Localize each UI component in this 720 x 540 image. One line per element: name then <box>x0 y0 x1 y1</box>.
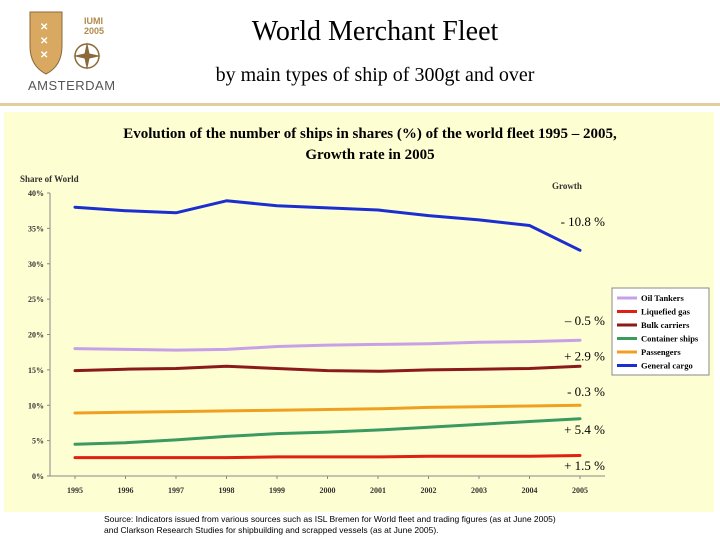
growth-label-passengers: - 0.3 % <box>567 384 605 399</box>
header-divider <box>0 103 720 106</box>
legend-label-bulk-carriers: Bulk carriers <box>641 320 690 330</box>
y-axis-label: Share of World <box>20 174 79 184</box>
x-tick-label: 2005 <box>572 486 588 495</box>
x-tick-label: 1995 <box>67 486 83 495</box>
legend-label-general-cargo: General cargo <box>641 361 693 371</box>
legend-box <box>611 287 710 376</box>
chart-panel <box>4 112 714 512</box>
iumi-logo: ✕ ✕ ✕ <box>29 11 101 75</box>
y-tick-label: 20% <box>28 331 44 340</box>
y-tick-label: 0% <box>32 472 44 481</box>
x-tick-label: 1996 <box>118 486 134 495</box>
svg-text:✕: ✕ <box>40 22 48 33</box>
growth-header: Growth <box>552 181 582 191</box>
y-tick-label: 25% <box>28 295 44 304</box>
series-line-oil-tankers <box>73 338 582 352</box>
chart-title-line2: Growth rate in 2005 <box>305 147 435 163</box>
legend-label-passengers: Passengers <box>641 347 681 357</box>
series-line-general-cargo <box>73 199 582 252</box>
x-tick-label: 1997 <box>168 486 184 495</box>
y-tick-label: 15% <box>28 366 44 375</box>
y-tick-label: 5% <box>32 437 44 446</box>
series-line-liquefied-gas <box>73 454 582 460</box>
logo-city: AMSTERDAM <box>28 78 116 93</box>
svg-text:✕: ✕ <box>40 50 48 61</box>
y-tick-label: 10% <box>28 401 44 410</box>
source-line2: and Clarkson Research Studies for shipbu… <box>104 525 439 535</box>
y-tick-label: 30% <box>28 260 44 269</box>
page-title: World Merchant Fleet <box>251 16 499 47</box>
legend-label-container-ships: Container ships <box>641 334 699 344</box>
chart-title-line1: Evolution of the number of ships in shar… <box>123 126 617 142</box>
x-tick-label: 1999 <box>269 486 285 495</box>
series-line-container-ships <box>73 417 582 446</box>
growth-label-liquefied-gas: + 1.5 % <box>564 458 605 473</box>
x-tick-label: 1998 <box>219 486 235 495</box>
x-tick-label: 2003 <box>471 486 487 495</box>
legend-label-oil-tankers: Oil Tankers <box>641 293 684 303</box>
growth-label-container-ships: + 5.4 % <box>564 422 605 437</box>
growth-label-bulk-carriers: + 2.9 % <box>564 348 605 363</box>
chart-title: Evolution of the number of ships in shar… <box>60 124 680 166</box>
logo-line2: 2005 <box>84 26 105 36</box>
growth-label-oil-tankers: – 0.5 % <box>564 313 605 328</box>
legend-label-liquefied-gas: Liquefied gas <box>641 307 691 317</box>
x-tick-label: 2002 <box>421 486 437 495</box>
source-line1: Source: Indicators issued from various s… <box>104 514 556 524</box>
logo-line1: IUMI <box>84 16 103 26</box>
series-line-bulk-carriers <box>73 364 582 373</box>
x-tick-label: 2004 <box>522 486 538 495</box>
x-tick-label: 2001 <box>370 486 386 495</box>
growth-label-general-cargo: - 10.8 % <box>561 214 606 229</box>
x-tick-label: 2000 <box>320 486 336 495</box>
series-line-passengers <box>73 403 582 415</box>
y-tick-label: 35% <box>28 224 44 233</box>
page-subtitle: by main types of ship of 300gt and over <box>215 64 535 86</box>
svg-text:✕: ✕ <box>40 36 48 47</box>
y-tick-label: 40% <box>28 189 44 198</box>
source-note: Source: Indicators issued from various s… <box>104 514 704 536</box>
shield-icon <box>29 11 63 75</box>
